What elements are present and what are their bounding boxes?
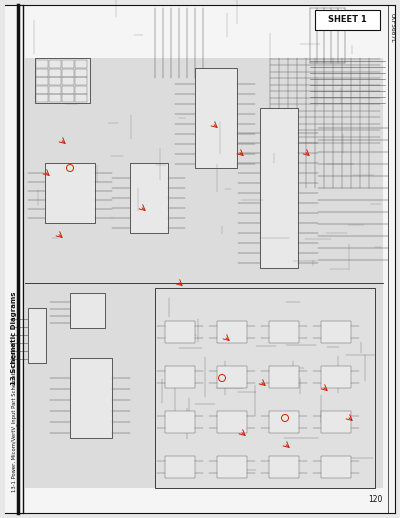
Bar xyxy=(269,366,299,388)
Bar xyxy=(195,68,237,168)
Bar xyxy=(36,85,48,94)
Bar xyxy=(49,77,61,85)
Bar xyxy=(35,58,90,103)
Bar xyxy=(36,60,48,68)
Bar xyxy=(62,77,74,85)
Text: CKF5607L: CKF5607L xyxy=(390,13,394,43)
Bar xyxy=(321,321,351,343)
Bar xyxy=(217,411,247,433)
Bar xyxy=(49,94,61,102)
Bar xyxy=(75,85,87,94)
Bar xyxy=(165,411,195,433)
Bar xyxy=(165,321,195,343)
Bar xyxy=(260,108,298,268)
Bar xyxy=(62,68,74,77)
Bar xyxy=(321,366,351,388)
Text: 13-1 Power, Micom/VertV_Input Part Schematic Diagram: 13-1 Power, Micom/VertV_Input Part Schem… xyxy=(11,343,17,492)
Bar xyxy=(321,456,351,478)
Bar xyxy=(269,321,299,343)
Bar xyxy=(45,163,95,223)
Bar xyxy=(49,68,61,77)
Text: 13 Schematic Diagrams: 13 Schematic Diagrams xyxy=(11,291,17,385)
Bar xyxy=(75,94,87,102)
Bar xyxy=(165,456,195,478)
Bar xyxy=(36,94,48,102)
Bar xyxy=(36,68,48,77)
Bar xyxy=(269,411,299,433)
Bar xyxy=(62,94,74,102)
Bar xyxy=(315,10,380,30)
Bar xyxy=(75,60,87,68)
Bar xyxy=(36,77,48,85)
Text: SHEET 1: SHEET 1 xyxy=(328,16,366,24)
Bar xyxy=(130,163,168,233)
Bar xyxy=(165,366,195,388)
Bar xyxy=(75,77,87,85)
Bar xyxy=(62,85,74,94)
Bar xyxy=(269,456,299,478)
Bar xyxy=(70,358,112,438)
Bar xyxy=(217,456,247,478)
Bar xyxy=(75,68,87,77)
Bar xyxy=(49,60,61,68)
Bar xyxy=(49,85,61,94)
Bar xyxy=(62,60,74,68)
Bar xyxy=(70,293,105,328)
Bar xyxy=(217,366,247,388)
Bar xyxy=(28,308,46,363)
Bar xyxy=(321,411,351,433)
Bar xyxy=(217,321,247,343)
Text: 120: 120 xyxy=(369,495,383,504)
Bar xyxy=(155,288,375,488)
Bar xyxy=(25,58,383,488)
